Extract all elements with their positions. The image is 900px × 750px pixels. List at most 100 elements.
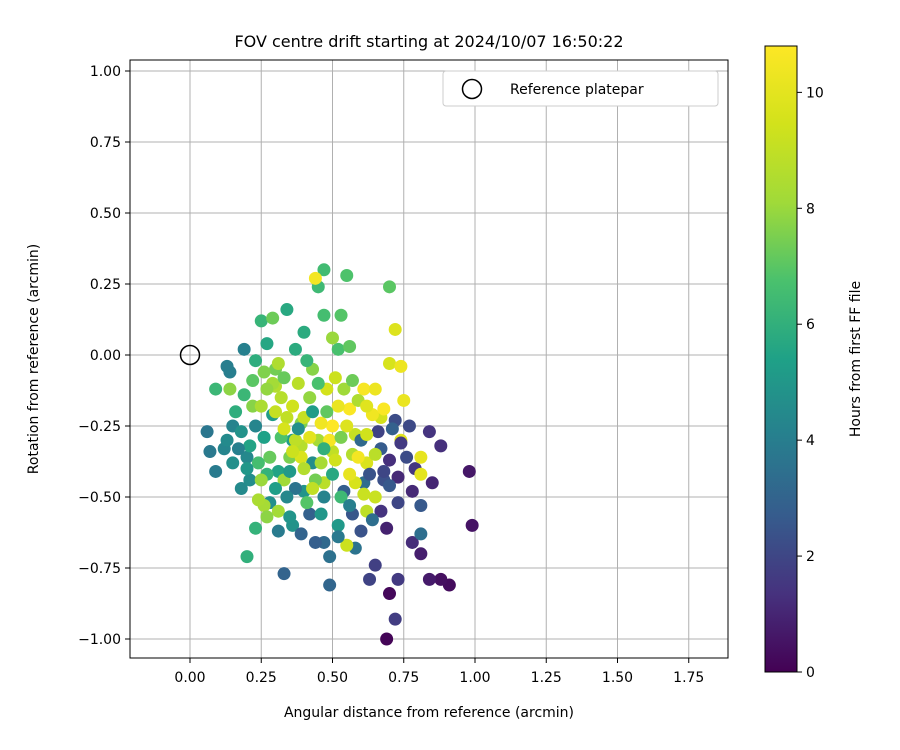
data-point (277, 371, 291, 385)
data-point (326, 419, 339, 433)
data-point (414, 499, 428, 513)
data-point (391, 572, 405, 586)
data-point (334, 490, 348, 504)
data-point (414, 450, 428, 464)
x-tick-label: 1.25 (531, 670, 562, 686)
x-tick-label: 0.25 (246, 670, 277, 686)
data-point (303, 391, 317, 405)
data-point (243, 439, 257, 453)
data-point (291, 376, 305, 390)
data-point (345, 374, 359, 388)
data-point (300, 354, 314, 368)
data-point (280, 410, 294, 424)
colorbar: 0 2 4 6 8 10 Hours from first FF file (764, 45, 864, 681)
colorbar-tick-label: 0 (806, 665, 815, 681)
data-point (288, 342, 302, 356)
data-point (220, 433, 234, 447)
legend-box (442, 70, 719, 107)
legend: Reference platepar (442, 70, 719, 107)
data-point (311, 376, 325, 390)
data-point (402, 419, 416, 433)
data-point (374, 504, 388, 518)
data-point (391, 496, 405, 510)
data-point (383, 280, 396, 294)
data-point (249, 354, 263, 368)
data-point (425, 476, 439, 490)
data-point (254, 314, 268, 328)
x-tick-label: 0.75 (388, 670, 419, 686)
data-point (360, 428, 374, 442)
data-point (303, 507, 317, 521)
grid-lines (130, 60, 728, 658)
data-point (331, 530, 345, 544)
y-axis-label: Rotation from reference (arcmin) (26, 244, 42, 474)
y-axis-ticks: 1.00 0.75 0.50 0.25 0.00 −0.25 −0.50 −0.75 −1.00 (78, 64, 130, 648)
data-point (383, 587, 396, 601)
data-point (385, 422, 399, 436)
data-point (277, 567, 291, 581)
data-point (237, 388, 251, 402)
data-point (368, 382, 382, 396)
data-point (234, 481, 248, 495)
data-point (414, 547, 428, 561)
data-point (257, 430, 271, 444)
data-point (414, 527, 428, 541)
data-point (323, 550, 337, 564)
data-point (317, 490, 331, 504)
data-point (243, 473, 257, 487)
data-point (297, 325, 311, 339)
data-point (354, 524, 368, 538)
data-point (257, 365, 271, 379)
data-point (223, 365, 237, 379)
data-point (383, 479, 396, 493)
data-point (223, 382, 237, 396)
data-point (377, 402, 391, 416)
colorbar-tick-label: 2 (806, 549, 815, 565)
y-tick-label: −0.25 (78, 419, 121, 435)
colorbar-label: Hours from first FF file (848, 281, 864, 437)
y-tick-label: 0.25 (90, 277, 121, 293)
data-point (240, 462, 254, 476)
data-point (340, 419, 354, 433)
data-point (320, 405, 334, 419)
data-point (209, 382, 223, 396)
data-point (308, 535, 322, 549)
data-point (269, 405, 282, 419)
data-point (231, 442, 245, 456)
data-point (340, 538, 354, 552)
data-point (288, 481, 302, 495)
data-point (283, 464, 297, 478)
data-point (288, 433, 302, 447)
data-point (306, 405, 320, 419)
data-point (234, 425, 248, 439)
data-point (434, 572, 448, 586)
data-point (317, 263, 331, 277)
x-tick-label: 1.50 (602, 670, 633, 686)
data-point (343, 467, 357, 481)
data-point (326, 331, 339, 345)
data-point (343, 339, 357, 353)
y-tick-label: 0.00 (90, 348, 121, 364)
data-point (240, 450, 254, 464)
data-point (229, 405, 243, 419)
data-point (462, 464, 476, 478)
data-point (209, 464, 223, 478)
data-point (368, 490, 382, 504)
data-point (240, 550, 254, 564)
data-point (280, 303, 294, 317)
data-point (251, 456, 265, 470)
data-point (246, 374, 260, 388)
data-point (331, 518, 345, 532)
reference-platepar-marker (179, 344, 201, 366)
data-point (397, 393, 411, 407)
data-point (263, 450, 277, 464)
data-point (331, 399, 345, 413)
data-point (317, 308, 331, 322)
data-point (380, 632, 394, 646)
data-point (391, 470, 405, 484)
y-tick-label: 1.00 (90, 64, 121, 80)
data-point (414, 467, 428, 481)
data-point (249, 419, 263, 433)
data-point (251, 493, 265, 507)
data-point (351, 450, 365, 464)
